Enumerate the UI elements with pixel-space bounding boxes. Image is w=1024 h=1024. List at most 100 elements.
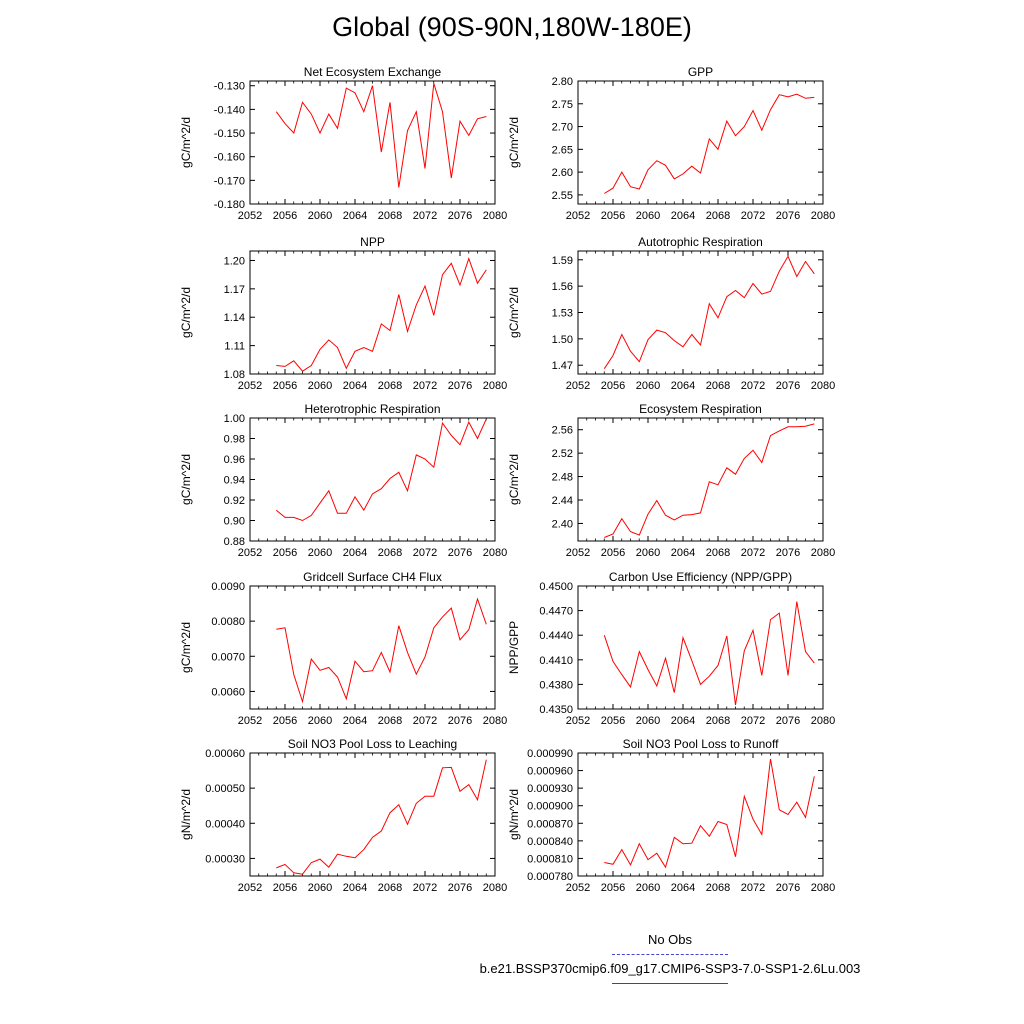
x-tick-label: 2052 — [566, 547, 590, 559]
plot-frame — [249, 752, 496, 877]
y-tick-label: 0.000780 — [527, 871, 573, 883]
legend-line-model — [612, 983, 728, 984]
y-axis-label: gC/m^2/d — [507, 287, 521, 338]
y-tick-label: 0.000930 — [527, 783, 573, 795]
y-tick-label: 0.0090 — [211, 581, 245, 593]
y-axis-label: gC/m^2/d — [507, 117, 521, 168]
x-tick-label: 2072 — [741, 210, 765, 222]
y-tick-label: 2.75 — [552, 99, 573, 111]
y-tick-label: 2.80 — [552, 76, 573, 88]
series-line — [603, 601, 815, 705]
x-tick-label: 2072 — [741, 380, 765, 392]
x-tick-label: 2052 — [238, 210, 262, 222]
x-tick-label: 2072 — [741, 547, 765, 559]
y-axis-label: gC/m^2/d — [179, 454, 193, 505]
x-tick-label: 2068 — [706, 547, 730, 559]
x-tick-label: 2052 — [238, 547, 262, 559]
x-tick-label: 2068 — [706, 715, 730, 727]
x-tick-label: 2052 — [566, 210, 590, 222]
y-tick-label: -0.140 — [214, 104, 245, 116]
x-tick-label: 2080 — [483, 547, 507, 559]
y-axis-label: gN/m^2/d — [507, 789, 521, 840]
x-tick-label: 2052 — [238, 380, 262, 392]
chart-panel: Net Ecosystem Exchange gC/m^2/d 2052 2056 20… — [179, 65, 507, 222]
y-tick-label: 1.11 — [224, 341, 245, 353]
x-tick-label: 2080 — [811, 547, 835, 559]
y-tick-label: 2.65 — [552, 144, 573, 156]
legend-line-no-obs — [612, 954, 728, 955]
x-tick-label: 2060 — [636, 380, 660, 392]
y-axis-label: NPP/GPP — [507, 621, 521, 674]
plot-frame — [249, 417, 496, 542]
y-tick-label: -0.160 — [214, 152, 245, 164]
y-tick-label: 1.08 — [224, 369, 245, 381]
y-tick-label: 2.70 — [552, 122, 573, 134]
legend-entry-label: b.e21.BSSP370cmip6.f09_g17.CMIP6-SSP3-7.… — [479, 961, 861, 976]
chart-title: Soil NO3 Pool Loss to Leaching — [288, 737, 457, 751]
x-tick-label: 2056 — [273, 547, 297, 559]
y-tick-label: 1.47 — [552, 360, 573, 372]
y-tick-label: 0.0070 — [211, 651, 245, 663]
x-tick-label: 2076 — [776, 547, 800, 559]
x-tick-label: 2072 — [413, 715, 437, 727]
y-tick-label: 1.00 — [224, 413, 245, 425]
x-tick-label: 2064 — [671, 547, 695, 559]
y-tick-label: -0.180 — [214, 199, 245, 211]
x-tick-label: 2064 — [343, 715, 367, 727]
y-tick-label: 0.96 — [224, 454, 245, 466]
y-tick-label: 0.00050 — [205, 783, 245, 795]
x-tick-label: 2072 — [741, 715, 765, 727]
x-tick-label: 2068 — [706, 210, 730, 222]
y-axis-label: gC/m^2/d — [179, 622, 193, 673]
series-line — [604, 423, 815, 538]
chart-title: GPP — [688, 65, 713, 79]
y-tick-label: 0.00040 — [205, 818, 245, 830]
y-tick-label: 0.000900 — [527, 801, 573, 813]
x-tick-label: 2076 — [448, 547, 472, 559]
x-tick-label: 2056 — [273, 715, 297, 727]
x-tick-label: 2068 — [706, 882, 730, 894]
x-tick-label: 2060 — [308, 715, 332, 727]
x-tick-label: 2056 — [601, 380, 625, 392]
y-tick-label: 0.4470 — [539, 606, 573, 618]
y-tick-label: 1.56 — [552, 281, 573, 293]
x-tick-label: 2060 — [308, 210, 332, 222]
y-tick-label: 0.000810 — [527, 853, 573, 865]
x-tick-label: 2056 — [601, 715, 625, 727]
x-tick-label: 2080 — [811, 715, 835, 727]
x-tick-label: 2060 — [636, 882, 660, 894]
x-tick-label: 2076 — [776, 715, 800, 727]
x-tick-label: 2080 — [483, 210, 507, 222]
y-tick-label: 0.4350 — [539, 704, 573, 716]
chart-title: Soil NO3 Pool Loss to Runoff — [623, 737, 780, 751]
series-line — [604, 93, 815, 194]
x-tick-label: 2076 — [776, 380, 800, 392]
x-tick-label: 2064 — [671, 380, 695, 392]
plot-frame — [577, 585, 824, 710]
x-tick-label: 2052 — [238, 882, 262, 894]
series-line — [604, 758, 815, 869]
x-tick-label: 2060 — [308, 380, 332, 392]
series-line — [603, 255, 815, 369]
y-tick-label: 0.4500 — [539, 581, 573, 593]
x-tick-label: 2056 — [273, 380, 297, 392]
series-line — [275, 83, 487, 188]
x-tick-label: 2064 — [343, 547, 367, 559]
x-tick-label: 2060 — [636, 547, 660, 559]
y-tick-label: 1.53 — [552, 308, 573, 320]
chart-title: Ecosystem Respiration — [639, 402, 762, 416]
x-tick-label: 2076 — [448, 380, 472, 392]
y-tick-label: 0.94 — [224, 475, 245, 487]
y-tick-label: 0.98 — [224, 434, 245, 446]
y-tick-label: 1.50 — [552, 334, 573, 346]
x-tick-label: 2060 — [308, 882, 332, 894]
y-tick-label: 0.000870 — [527, 818, 573, 830]
y-tick-label: 1.17 — [224, 284, 245, 296]
x-tick-label: 2052 — [566, 715, 590, 727]
series-line — [276, 257, 487, 372]
x-tick-label: 2068 — [378, 380, 402, 392]
y-tick-label: -0.150 — [214, 128, 245, 140]
y-tick-label: 2.44 — [552, 495, 573, 507]
y-tick-label: 0.4380 — [539, 679, 573, 691]
y-tick-label: -0.170 — [214, 175, 245, 187]
